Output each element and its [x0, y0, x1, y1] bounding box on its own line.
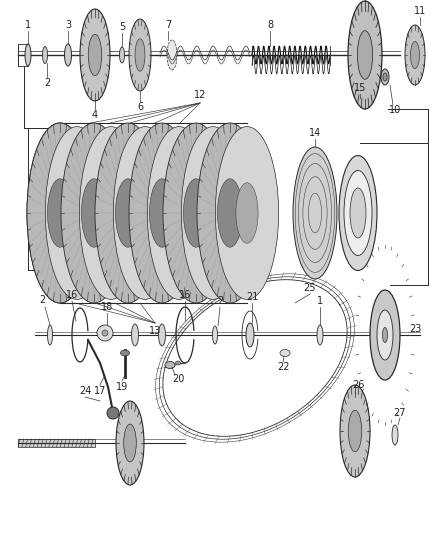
Text: 26: 26 [352, 380, 364, 390]
Text: 2: 2 [44, 78, 50, 88]
Ellipse shape [113, 127, 177, 300]
Ellipse shape [80, 9, 110, 101]
Text: 13: 13 [149, 326, 161, 336]
Text: 25: 25 [304, 283, 316, 293]
Text: 8: 8 [267, 20, 273, 30]
Ellipse shape [134, 183, 156, 243]
Ellipse shape [100, 183, 122, 243]
Ellipse shape [129, 123, 195, 303]
Ellipse shape [176, 361, 180, 365]
Text: 23: 23 [409, 324, 421, 334]
Text: 21: 21 [246, 292, 258, 302]
Ellipse shape [129, 19, 151, 91]
Text: 12: 12 [194, 90, 206, 100]
Ellipse shape [159, 324, 166, 346]
Ellipse shape [116, 179, 141, 247]
Ellipse shape [25, 44, 31, 66]
Ellipse shape [357, 31, 373, 79]
Ellipse shape [246, 323, 254, 347]
Ellipse shape [81, 179, 106, 247]
Ellipse shape [61, 123, 127, 303]
Bar [18, 439, 95, 447]
Ellipse shape [64, 44, 71, 66]
Ellipse shape [344, 171, 372, 255]
Ellipse shape [350, 188, 366, 238]
Text: 1: 1 [317, 296, 323, 306]
Ellipse shape [370, 290, 400, 380]
Ellipse shape [382, 327, 388, 343]
Text: 6: 6 [137, 102, 143, 112]
Ellipse shape [47, 325, 53, 345]
Ellipse shape [95, 123, 161, 303]
Ellipse shape [45, 127, 109, 300]
Text: 20: 20 [172, 374, 184, 384]
Ellipse shape [120, 47, 124, 63]
Text: 11: 11 [414, 6, 426, 16]
Ellipse shape [236, 183, 258, 243]
Ellipse shape [147, 127, 211, 300]
Ellipse shape [392, 425, 398, 445]
Ellipse shape [348, 410, 362, 451]
Ellipse shape [131, 324, 138, 346]
Text: 5: 5 [119, 22, 125, 32]
Ellipse shape [340, 385, 370, 477]
Ellipse shape [215, 127, 279, 300]
Ellipse shape [410, 42, 420, 69]
Text: 19: 19 [116, 382, 128, 392]
Ellipse shape [339, 156, 377, 271]
Text: 16: 16 [66, 290, 78, 300]
Ellipse shape [27, 123, 93, 303]
Text: 24: 24 [79, 386, 91, 396]
Text: 2: 2 [217, 296, 223, 306]
Text: 27: 27 [394, 408, 406, 418]
Ellipse shape [165, 361, 175, 368]
Ellipse shape [212, 326, 218, 344]
Ellipse shape [149, 179, 174, 247]
Ellipse shape [168, 183, 190, 243]
Ellipse shape [184, 179, 208, 247]
Text: 1: 1 [25, 20, 31, 30]
Ellipse shape [47, 179, 73, 247]
Ellipse shape [181, 127, 245, 300]
Ellipse shape [66, 183, 88, 243]
Circle shape [102, 330, 108, 336]
Ellipse shape [42, 46, 47, 63]
Text: 16: 16 [179, 290, 191, 300]
Ellipse shape [217, 179, 243, 247]
Ellipse shape [163, 123, 229, 303]
Ellipse shape [280, 350, 290, 357]
Text: 2: 2 [39, 295, 45, 305]
Text: 7: 7 [165, 20, 171, 30]
Text: 3: 3 [65, 20, 71, 30]
Text: 14: 14 [309, 128, 321, 138]
Ellipse shape [27, 123, 93, 303]
Circle shape [107, 407, 119, 419]
Ellipse shape [79, 127, 143, 300]
Circle shape [97, 325, 113, 341]
Ellipse shape [197, 123, 263, 303]
Text: 18: 18 [101, 302, 113, 312]
Ellipse shape [124, 424, 136, 462]
Ellipse shape [377, 310, 393, 360]
Ellipse shape [135, 39, 145, 71]
Ellipse shape [202, 183, 224, 243]
Text: 15: 15 [354, 83, 366, 93]
Ellipse shape [348, 1, 382, 109]
Ellipse shape [88, 34, 102, 76]
Ellipse shape [116, 401, 144, 485]
Ellipse shape [383, 73, 387, 81]
Text: 17: 17 [94, 386, 106, 396]
Text: 22: 22 [277, 362, 289, 372]
Text: 10: 10 [389, 105, 401, 115]
Ellipse shape [405, 25, 425, 85]
Ellipse shape [317, 325, 323, 345]
Ellipse shape [167, 40, 177, 70]
Ellipse shape [120, 350, 130, 356]
Ellipse shape [381, 69, 389, 85]
Ellipse shape [293, 147, 337, 279]
Text: 4: 4 [92, 110, 98, 120]
